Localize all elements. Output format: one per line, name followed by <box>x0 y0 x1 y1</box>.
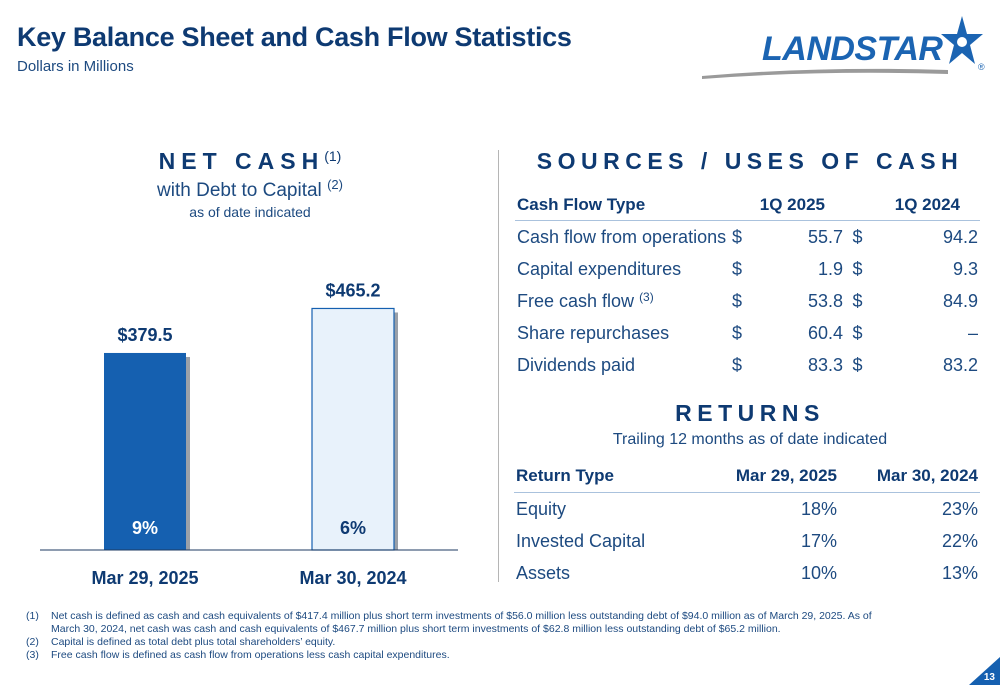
cash-flow-table: Cash Flow Type 1Q 2025 1Q 2024 Cash flow… <box>515 190 980 381</box>
footnote: (3) Free cash flow is defined as cash flo… <box>26 649 896 662</box>
returns-row: Equity 18% 23% <box>514 493 980 526</box>
page-number: 13 <box>984 672 996 683</box>
currency-symbol: $ <box>732 258 743 279</box>
col-header-mar-2025: Mar 29, 2025 <box>714 460 839 493</box>
net-cash-bar-chart: $379.5 9% Mar 29, 2025 $465.2 6% Mar 30, 2024 <box>40 280 458 588</box>
bar-value-label: $465.2 <box>325 280 380 300</box>
return-mar-2025: 18% <box>800 498 837 519</box>
cash-flow-row: Share repurchases $60.4 $ – <box>515 317 980 349</box>
currency-symbol: $ <box>852 258 863 279</box>
cash-flow-label: Share repurchases <box>517 322 670 343</box>
cash-flow-row: Capital expenditures $1.9 $9.3 <box>515 253 980 285</box>
logo-wordmark: LANDSTAR <box>762 30 943 68</box>
cash-flow-label: Dividends paid <box>517 354 636 375</box>
page-subtitle: Dollars in Millions <box>17 58 134 75</box>
return-mar-2025: 17% <box>800 530 837 551</box>
currency-symbol: $ <box>852 354 863 375</box>
net-cash-header: NET CASH(1) with Debt to Capital (2) as … <box>40 148 460 220</box>
debt-capital-footnote-ref: (2) <box>327 177 343 192</box>
net-cash-footnote-ref: (1) <box>324 148 342 164</box>
bar-1 <box>104 352 186 550</box>
logo-swoosh-icon <box>702 68 948 79</box>
page-number-badge: 13 <box>969 657 1000 685</box>
returns-title: RETURNS <box>675 400 825 426</box>
value-1q2025: 55.7 <box>807 226 843 247</box>
bar-value-label: $379.5 <box>117 325 172 345</box>
net-cash-subtitle: with Debt to Capital (2) <box>157 177 343 201</box>
col-header-return-type: Return Type <box>514 460 714 493</box>
col-header-mar-2024: Mar 30, 2024 <box>839 460 980 493</box>
star-icon <box>941 16 983 64</box>
footnote-text: Free cash flow is defined as cash flow f… <box>51 649 450 661</box>
returns-table: Return Type Mar 29, 2025 Mar 30, 2024 Eq… <box>514 460 980 589</box>
footnote-text: Net cash is defined as cash and cash equ… <box>51 610 872 635</box>
cash-flow-row: Cash flow from operations $55.7 $94.2 <box>515 221 980 254</box>
debt-to-capital-label: 9% <box>132 518 158 538</box>
bar-2 <box>311 307 395 551</box>
currency-symbol: $ <box>852 322 863 343</box>
return-type-label: Invested Capital <box>516 530 646 551</box>
value-1q2025: 53.8 <box>807 290 843 311</box>
col-header-1q2024: 1Q 2024 <box>845 190 980 221</box>
debt-to-capital-label: 6% <box>340 518 366 538</box>
return-mar-2024: 13% <box>941 562 978 583</box>
page-title: Key Balance Sheet and Cash Flow Statisti… <box>17 22 572 52</box>
value-1q2025: 60.4 <box>807 322 843 343</box>
category-label: Mar 29, 2025 <box>91 568 198 588</box>
value-1q2025: 83.3 <box>807 354 843 375</box>
currency-symbol: $ <box>732 290 743 311</box>
landstar-logo: LANDSTAR ® <box>700 14 990 84</box>
value-1q2024: 83.2 <box>942 354 978 375</box>
currency-symbol: $ <box>732 226 743 247</box>
value-1q2025: 1.9 <box>817 258 843 279</box>
category-label: Mar 30, 2024 <box>299 568 406 588</box>
returns-subtitle: Trailing 12 months as of date indicated <box>612 431 888 448</box>
value-1q2024: 84.9 <box>942 290 978 311</box>
return-type-label: Equity <box>516 498 567 519</box>
footnote-number: (1) <box>26 610 39 622</box>
sources-uses-title: SOURCES / USES OF CASH <box>536 148 964 174</box>
currency-symbol: $ <box>732 354 743 375</box>
col-header-type: Cash Flow Type <box>515 190 730 221</box>
cash-flow-row: Free cash flow (3) $53.8 $84.9 <box>515 285 980 317</box>
return-mar-2024: 22% <box>941 530 978 551</box>
footnote: (2) Capital is defined as total debt plus… <box>26 636 896 649</box>
returns-header-row: Return Type Mar 29, 2025 Mar 30, 2024 <box>514 460 980 493</box>
value-1q2024: – <box>967 322 978 343</box>
return-mar-2025: 10% <box>800 562 837 583</box>
footnotes: (1) Net cash is defined as cash and cash … <box>26 610 896 662</box>
footnote-ref: (3) <box>639 290 654 304</box>
return-mar-2024: 23% <box>941 498 978 519</box>
cash-flow-header-row: Cash Flow Type 1Q 2025 1Q 2024 <box>515 190 980 221</box>
col-header-1q2025: 1Q 2025 <box>730 190 845 221</box>
cash-flow-label: Cash flow from operations <box>517 226 727 247</box>
returns-row: Invested Capital 17% 22% <box>514 525 980 557</box>
net-cash-title: NET CASH(1) <box>158 148 342 174</box>
return-type-label: Assets <box>516 562 571 583</box>
registered-mark: ® <box>978 62 985 72</box>
cash-flow-row: Dividends paid $83.3 $83.2 <box>515 349 980 381</box>
footnote: (1) Net cash is defined as cash and cash … <box>26 610 896 636</box>
value-1q2024: 9.3 <box>952 258 978 279</box>
net-cash-as-of: as of date indicated <box>189 204 311 220</box>
currency-symbol: $ <box>852 290 863 311</box>
returns-row: Assets 10% 13% <box>514 557 980 589</box>
currency-symbol: $ <box>852 226 863 247</box>
footnote-text: Capital is defined as total debt plus to… <box>51 636 336 648</box>
cash-flow-label: Capital expenditures <box>517 258 682 279</box>
currency-symbol: $ <box>732 322 743 343</box>
footnote-number: (3) <box>26 649 39 661</box>
footnote-number: (2) <box>26 636 39 648</box>
cash-flow-label: Free cash flow (3) <box>517 290 654 311</box>
vertical-divider <box>498 150 499 582</box>
value-1q2024: 94.2 <box>942 226 978 247</box>
